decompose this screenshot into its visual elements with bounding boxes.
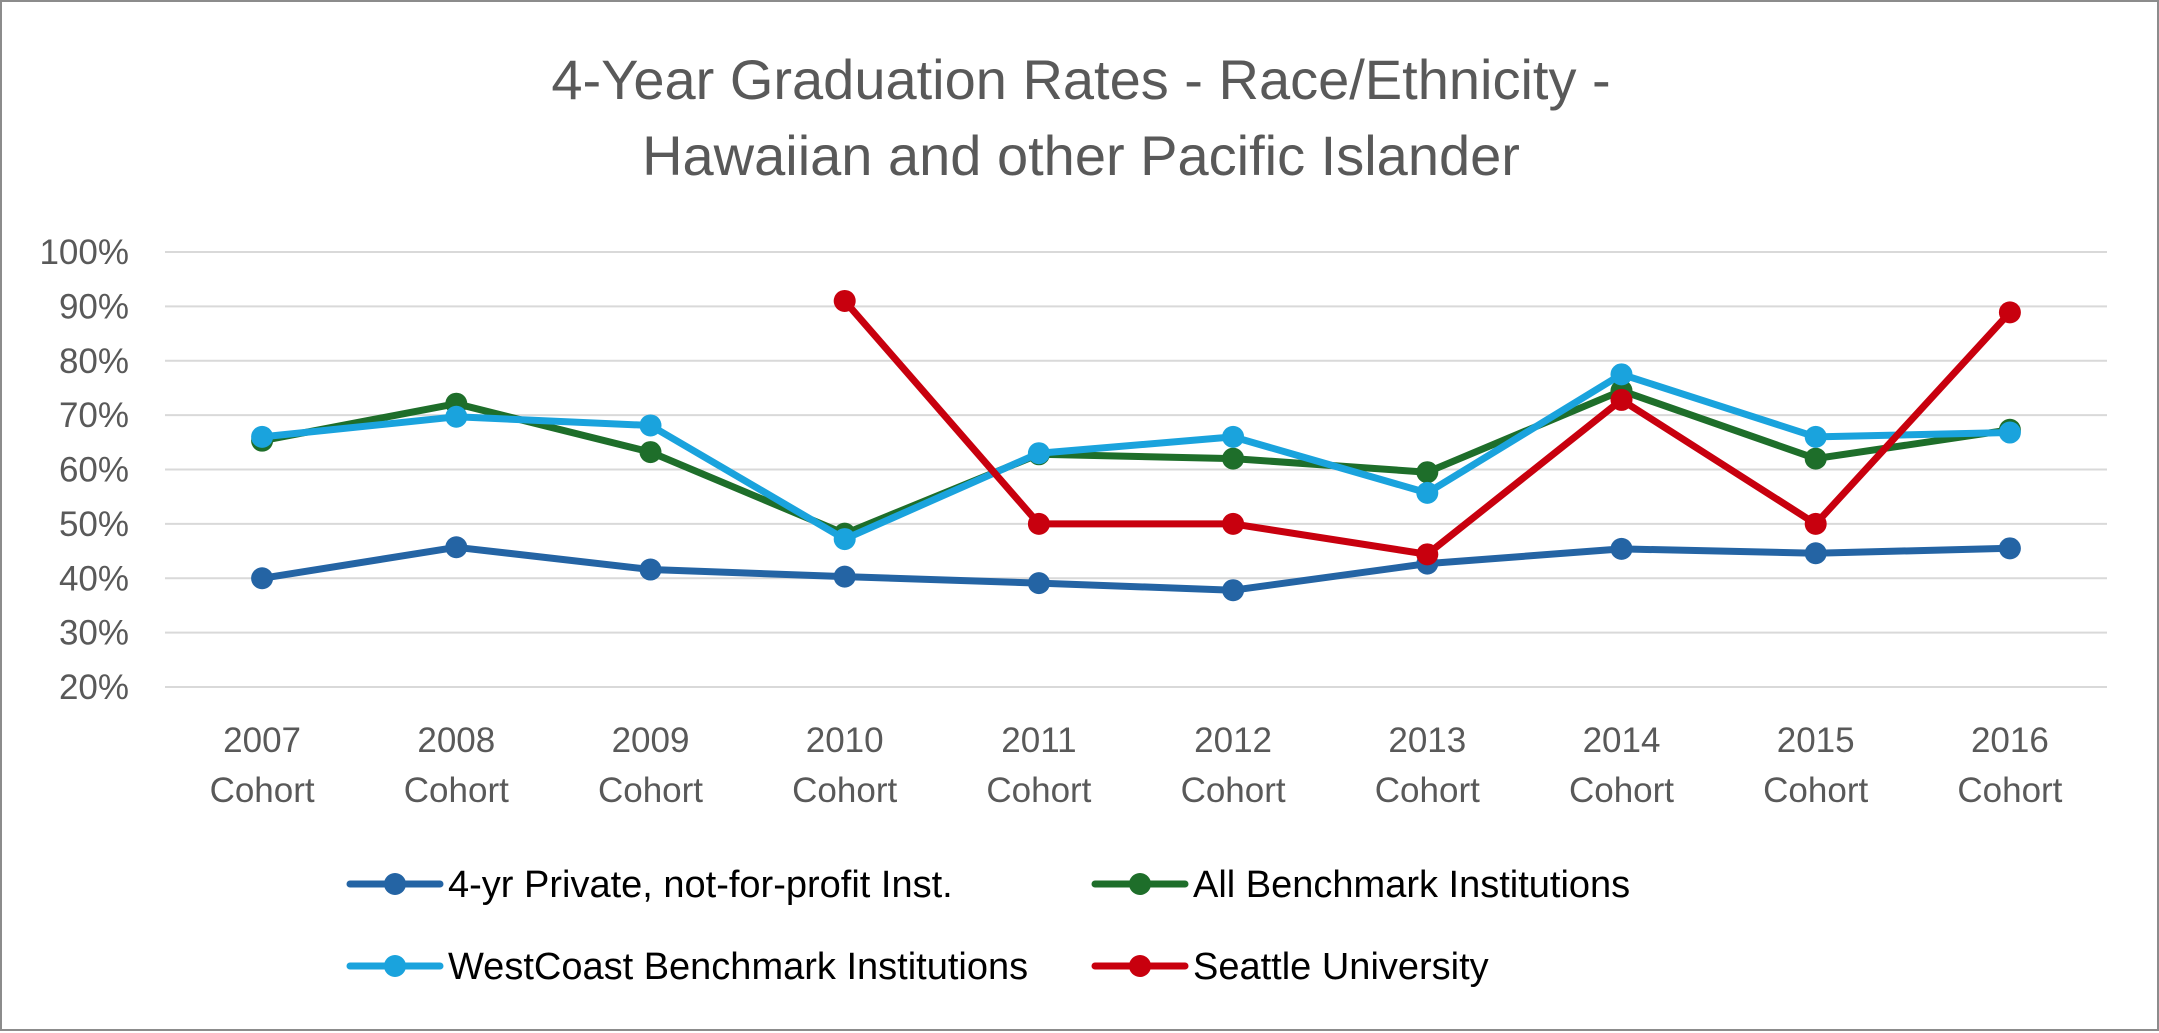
data-point <box>1610 388 1633 411</box>
chart-title: 4-Year Graduation Rates - Race/Ethnicity… <box>551 48 1610 111</box>
legend-label: WestCoast Benchmark Institutions <box>448 946 1028 988</box>
y-tick-label: 20% <box>59 668 129 707</box>
series-line <box>258 387 2014 538</box>
legend-label: All Benchmark Institutions <box>1193 864 1630 906</box>
x-tick-label-cohort: Cohort <box>1181 771 1286 810</box>
x-tick-label-cohort: Cohort <box>986 771 1091 810</box>
y-tick-label: 100% <box>39 233 129 272</box>
data-point <box>639 414 662 437</box>
series-line <box>258 543 2014 594</box>
series-1 <box>251 379 2021 545</box>
series-lines <box>251 289 2021 602</box>
data-point <box>1804 425 1827 448</box>
x-tick-label-cohort: Cohort <box>210 771 315 810</box>
x-tick-label-year: 2007 <box>223 721 301 760</box>
data-point <box>1804 512 1827 535</box>
legend-label: 4-yr Private, not-for-profit Inst. <box>448 864 953 906</box>
x-tick-label-year: 2016 <box>1971 721 2049 760</box>
data-point <box>1222 579 1245 602</box>
data-point <box>833 565 856 588</box>
data-point <box>639 441 662 464</box>
x-tick-label-year: 2009 <box>612 721 690 760</box>
data-point <box>1998 421 2021 444</box>
y-tick-label: 50% <box>59 505 129 544</box>
data-point <box>1416 543 1439 566</box>
data-point <box>1610 537 1633 560</box>
y-tick-label: 40% <box>59 559 129 598</box>
x-tick-label-cohort: Cohort <box>792 771 897 810</box>
data-point <box>1610 363 1633 386</box>
chart-subtitle: Hawaiian and other Pacific Islander <box>642 124 1520 187</box>
legend-item: All Benchmark Institutions <box>1091 864 1630 906</box>
legend-item: 4-yr Private, not-for-profit Inst. <box>346 864 953 906</box>
x-axis-ticks: 2007 Cohort 2008 Cohort 2009 Cohort 2010 Cohort… <box>210 721 2063 810</box>
data-point <box>1998 537 2021 560</box>
data-point <box>1027 442 1050 465</box>
data-point <box>1222 425 1245 448</box>
data-point <box>1027 572 1050 595</box>
data-point <box>1416 461 1439 484</box>
data-point <box>1222 447 1245 470</box>
data-point <box>1804 447 1827 470</box>
legend: 4-yr Private, not-for-profit Inst. All Be… <box>346 864 1630 988</box>
x-tick-label-cohort: Cohort <box>598 771 703 810</box>
y-tick-label: 30% <box>59 614 129 653</box>
data-point <box>639 558 662 581</box>
legend-marker <box>384 955 406 977</box>
data-point <box>1027 512 1050 535</box>
y-tick-label: 60% <box>59 451 129 490</box>
x-tick-label-year: 2012 <box>1194 721 1272 760</box>
x-tick-label-year: 2011 <box>1001 721 1076 760</box>
x-tick-label-year: 2008 <box>417 721 495 760</box>
x-tick-label-year: 2015 <box>1777 721 1855 760</box>
x-tick-label-cohort: Cohort <box>1763 771 1868 810</box>
data-point <box>1416 481 1439 504</box>
legend-item: WestCoast Benchmark Institutions <box>346 946 1028 988</box>
y-tick-label: 90% <box>59 287 129 326</box>
y-axis-ticks: 100% 90% 80% 70% 60% 50% 40% 30% 20% <box>39 233 129 707</box>
data-point <box>251 567 274 590</box>
data-point <box>445 405 468 428</box>
y-tick-label: 70% <box>59 396 129 435</box>
legend-marker <box>1129 955 1151 977</box>
data-point <box>833 528 856 551</box>
x-tick-label-cohort: Cohort <box>1569 771 1674 810</box>
x-tick-label-year: 2013 <box>1388 721 1466 760</box>
y-tick-label: 80% <box>59 342 129 381</box>
data-point <box>445 536 468 559</box>
legend-marker <box>384 873 406 895</box>
legend-label: Seattle University <box>1193 946 1489 988</box>
series-0 <box>251 536 2021 602</box>
series-line <box>841 297 2014 558</box>
x-tick-label-cohort: Cohort <box>1957 771 2062 810</box>
series-3 <box>833 289 2021 566</box>
x-tick-label-cohort: Cohort <box>404 771 509 810</box>
legend-marker <box>1129 873 1151 895</box>
data-point <box>1222 512 1245 535</box>
series-2 <box>251 363 2021 551</box>
x-tick-label-cohort: Cohort <box>1375 771 1480 810</box>
data-point <box>1998 301 2021 324</box>
legend-item: Seattle University <box>1091 946 1489 988</box>
data-point <box>251 425 274 448</box>
x-tick-label-year: 2010 <box>806 721 884 760</box>
x-tick-label-year: 2014 <box>1583 721 1661 760</box>
series-line <box>258 370 2014 543</box>
data-point <box>1804 542 1827 565</box>
data-point <box>833 289 856 312</box>
